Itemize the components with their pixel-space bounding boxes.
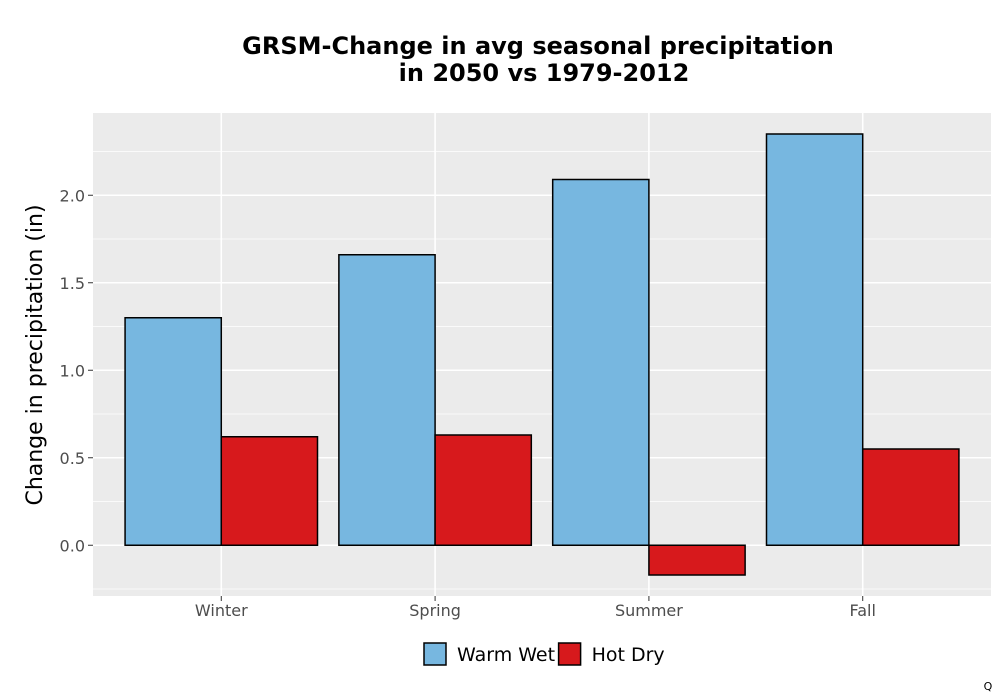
y-tick-label: 0.5 bbox=[60, 449, 85, 468]
corner-mark: Q bbox=[984, 680, 993, 693]
y-tick-label: 1.5 bbox=[60, 274, 85, 293]
legend-label-warm-wet: Warm Wet bbox=[457, 644, 555, 666]
chart-title-line-2: in 2050 vs 1979-2012 bbox=[399, 59, 690, 87]
legend-label-hot-dry: Hot Dry bbox=[592, 644, 665, 666]
x-tick-label: Spring bbox=[409, 601, 461, 620]
chart-title-line-1: GRSM-Change in avg seasonal precipitatio… bbox=[242, 32, 834, 60]
bar-fall-hot-dry bbox=[861, 448, 960, 546]
bar-spring-hot-dry bbox=[434, 434, 533, 546]
x-tick-label: Fall bbox=[849, 601, 875, 620]
y-tick-label: 2.0 bbox=[60, 186, 85, 205]
legend: Warm Wet Hot Dry bbox=[423, 642, 665, 666]
x-tick-label: Winter bbox=[195, 601, 248, 620]
bar-fall-warm-wet bbox=[765, 133, 864, 546]
bar-winter-warm-wet bbox=[124, 317, 223, 546]
bar-spring-warm-wet bbox=[338, 254, 436, 546]
legend-key-hot-dry bbox=[557, 642, 582, 666]
bar-winter-hot-dry bbox=[220, 436, 319, 546]
y-axis-ticks: 0.0 0.5 1.0 1.5 2.0 bbox=[60, 186, 93, 555]
bar-summer-hot-dry bbox=[648, 544, 746, 576]
y-tick-label: 0.0 bbox=[60, 536, 85, 555]
y-axis-label: Change in precipitation (in) bbox=[23, 204, 48, 505]
y-tick-label: 1.0 bbox=[60, 361, 85, 380]
x-axis-ticks: Winter Spring Summer Fall bbox=[195, 596, 876, 620]
bars-group bbox=[124, 133, 960, 576]
legend-key-warm-wet bbox=[423, 642, 447, 666]
x-tick-label: Summer bbox=[615, 601, 683, 620]
bar-summer-warm-wet bbox=[551, 178, 650, 546]
